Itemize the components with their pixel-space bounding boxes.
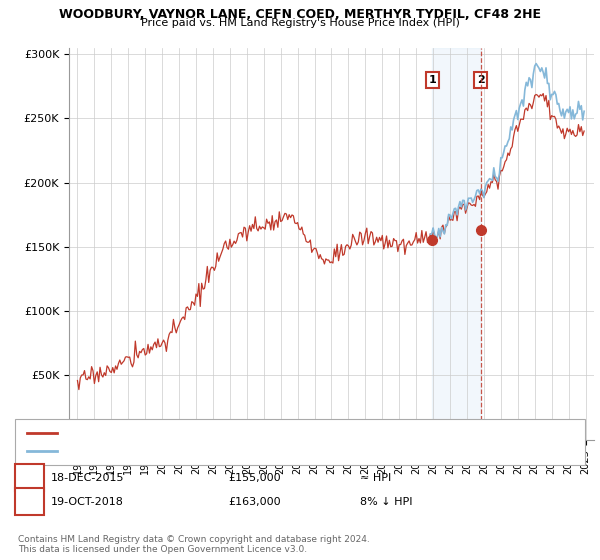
Bar (433, 48, 481, 440)
Text: 1: 1 (25, 471, 34, 484)
Text: 18-DEC-2015: 18-DEC-2015 (51, 473, 125, 483)
Text: Price paid vs. HM Land Registry's House Price Index (HPI): Price paid vs. HM Land Registry's House … (140, 18, 460, 29)
Text: £155,000: £155,000 (228, 473, 281, 483)
Text: 2: 2 (476, 74, 484, 85)
Text: 8% ↓ HPI: 8% ↓ HPI (360, 497, 413, 507)
Text: HPI: Average price, detached house, Merthyr Tydfil: HPI: Average price, detached house, Mert… (63, 446, 311, 456)
Text: 19-OCT-2018: 19-OCT-2018 (51, 497, 124, 507)
Text: WOODBURY, VAYNOR LANE, CEFN COED, MERTHYR TYDFIL, CF48 2HE: WOODBURY, VAYNOR LANE, CEFN COED, MERTHY… (59, 8, 541, 21)
Text: £163,000: £163,000 (228, 497, 281, 507)
Text: WOODBURY, VAYNOR LANE, CEFN COED, MERTHYR TYDFIL, CF48 2HE (detached house): WOODBURY, VAYNOR LANE, CEFN COED, MERTHY… (63, 428, 492, 438)
Text: Contains HM Land Registry data © Crown copyright and database right 2024.
This d: Contains HM Land Registry data © Crown c… (18, 535, 370, 554)
Text: ≈ HPI: ≈ HPI (360, 473, 391, 483)
Text: 1: 1 (428, 74, 436, 85)
Text: 2: 2 (25, 495, 34, 508)
